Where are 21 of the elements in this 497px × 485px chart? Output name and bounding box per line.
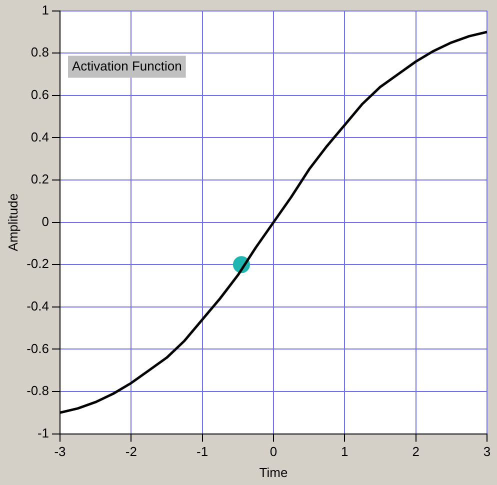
- y-tick-label: -0.2: [26, 256, 49, 272]
- x-tick-label: -3: [54, 444, 66, 460]
- y-tick-label: 1: [42, 2, 49, 18]
- x-axis-title: Time: [259, 464, 288, 480]
- x-tick-label: 3: [483, 444, 491, 460]
- x-tick-label: -2: [125, 444, 137, 460]
- x-tick-label: -1: [196, 444, 208, 460]
- y-tick-label: 0.2: [30, 172, 49, 187]
- y-tick-label: 0.8: [30, 44, 49, 60]
- y-tick-label: 0: [42, 214, 49, 229]
- y-tick-label: -0.8: [26, 383, 49, 398]
- y-tick-label: -0.6: [26, 340, 49, 356]
- x-tick-label: 1: [341, 444, 348, 460]
- y-tick-label: -1: [37, 425, 49, 440]
- annotation: Activation Function: [72, 58, 182, 74]
- y-axis-title: Amplitude: [5, 193, 20, 252]
- y-tick-label: 0.6: [30, 86, 49, 102]
- y-tick-label: -0.4: [26, 298, 49, 314]
- y-tick-label: 0.4: [30, 129, 49, 144]
- x-tick-label: 0: [270, 444, 278, 460]
- x-tick-label: 2: [412, 444, 420, 460]
